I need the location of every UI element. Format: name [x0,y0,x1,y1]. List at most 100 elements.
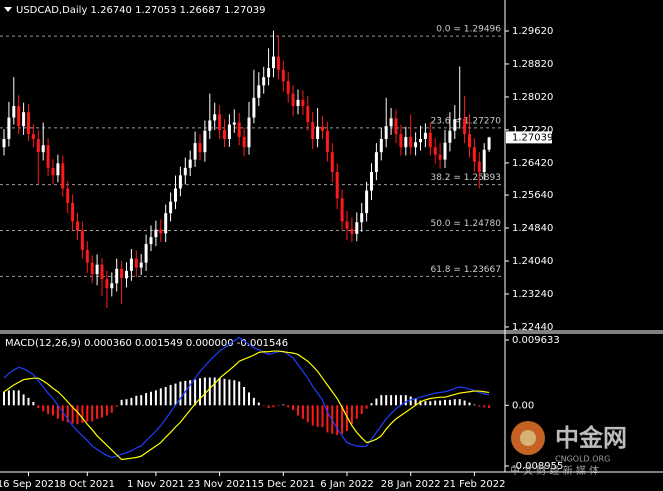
fib-level-label: 50.0 = 1.24780 [430,219,501,229]
current-price-box [506,131,552,144]
histogram-bar [86,405,89,422]
candle-body [149,237,153,245]
candle-body [286,81,290,94]
histogram-bar [91,405,94,422]
histogram-bar [483,405,486,408]
histogram-bar [101,405,103,418]
x-tick-label: 16 Sep 2021 [0,479,60,490]
histogram-bar [154,390,157,406]
y-tick-label: -0.008955 [512,461,563,472]
histogram-bar [96,405,99,419]
candle-body [370,171,373,191]
fib-level-label: 38.2 = 1.25893 [430,173,501,183]
histogram-bar [252,397,255,406]
candle-body [272,56,275,69]
candle-body [61,163,65,189]
candle-body [100,264,104,280]
histogram-bar [390,395,393,406]
histogram-bar [105,405,108,416]
histogram-bar [458,399,461,406]
candle-body [374,152,378,172]
histogram-bar [164,386,167,406]
candle-body [379,138,383,153]
histogram-bar [140,395,143,406]
candle-body [453,119,457,131]
histogram-bar [468,402,471,406]
watermark-tagline: 中 文 财 经 新 媒 体 [510,464,599,477]
histogram-bar [135,395,138,406]
candle-body [139,262,143,268]
histogram-bar [208,377,211,406]
histogram-bar [81,405,84,423]
histogram-bar [52,405,54,416]
x-tick-label: 21 Feb 2022 [443,479,505,490]
current-price-label: 1.27039 [512,132,553,143]
histogram-bar [7,390,10,406]
chart-title: USDCAD,Daily 1.26740 1.27053 1.26687 1.2… [16,5,266,16]
histogram-bar [404,395,407,406]
histogram-bar [326,405,329,433]
macd-line [3,336,490,459]
watermark-site: CNGOLD.ORG [555,455,610,464]
histogram-bar [306,405,309,423]
y-tick-label: 1.23240 [512,289,553,300]
candle-body [423,132,427,139]
candle-body [458,118,462,120]
y-tick-label: 0.00 [512,400,534,411]
candle-body [350,228,354,234]
candle-body [232,122,236,125]
menu-triangle [4,7,12,12]
candle-body [27,112,30,135]
candle-body [213,114,217,121]
indicator-title: MACD(12,26,9) 0.000360 0.001549 0.000000… [5,338,288,349]
histogram-bar [478,405,481,407]
candle-body [95,264,99,275]
histogram-bar [429,401,432,406]
histogram-bar [375,398,378,406]
candle-body [463,118,467,135]
histogram-bar [218,378,221,406]
histogram-bar [395,395,397,406]
candle-body [188,159,192,168]
histogram-bar [248,392,250,406]
histogram-bar [448,399,451,406]
candle-body [384,126,388,139]
candle-body [242,136,246,148]
histogram-bar [150,391,152,406]
histogram-bar [174,383,177,406]
histogram-bar [110,405,113,413]
candle-body [80,230,84,250]
candle-body [227,124,231,139]
histogram-bar [272,405,275,408]
candle-body [330,152,334,172]
candle-body [291,93,295,107]
candle-body [174,188,177,202]
histogram-bar [159,388,162,406]
candle-body [360,213,364,223]
candle-body [301,99,305,107]
histogram-bar [321,405,324,427]
candle-body [183,167,187,176]
histogram-bar [277,405,280,406]
candle-body [404,136,408,148]
candle-body [2,138,6,148]
watermark-brand: 中金网 [555,424,627,452]
histogram-bar [238,381,241,406]
histogram-bar [355,405,358,419]
histogram-bar [473,404,476,406]
y-tick-label: 1.29620 [512,26,553,37]
signal-line [3,350,490,461]
histogram-bar [370,403,373,406]
histogram-bar [71,405,74,424]
histogram-bar [444,399,446,406]
y-tick-label: 0.009633 [512,335,560,346]
candle-body [438,154,442,160]
histogram-bar [341,405,344,434]
candle-body [31,134,35,139]
candle-body [218,114,222,130]
candle-body [296,99,300,107]
histogram-bar [350,405,353,425]
histogram-bar [169,384,172,406]
candle-body [51,167,55,176]
